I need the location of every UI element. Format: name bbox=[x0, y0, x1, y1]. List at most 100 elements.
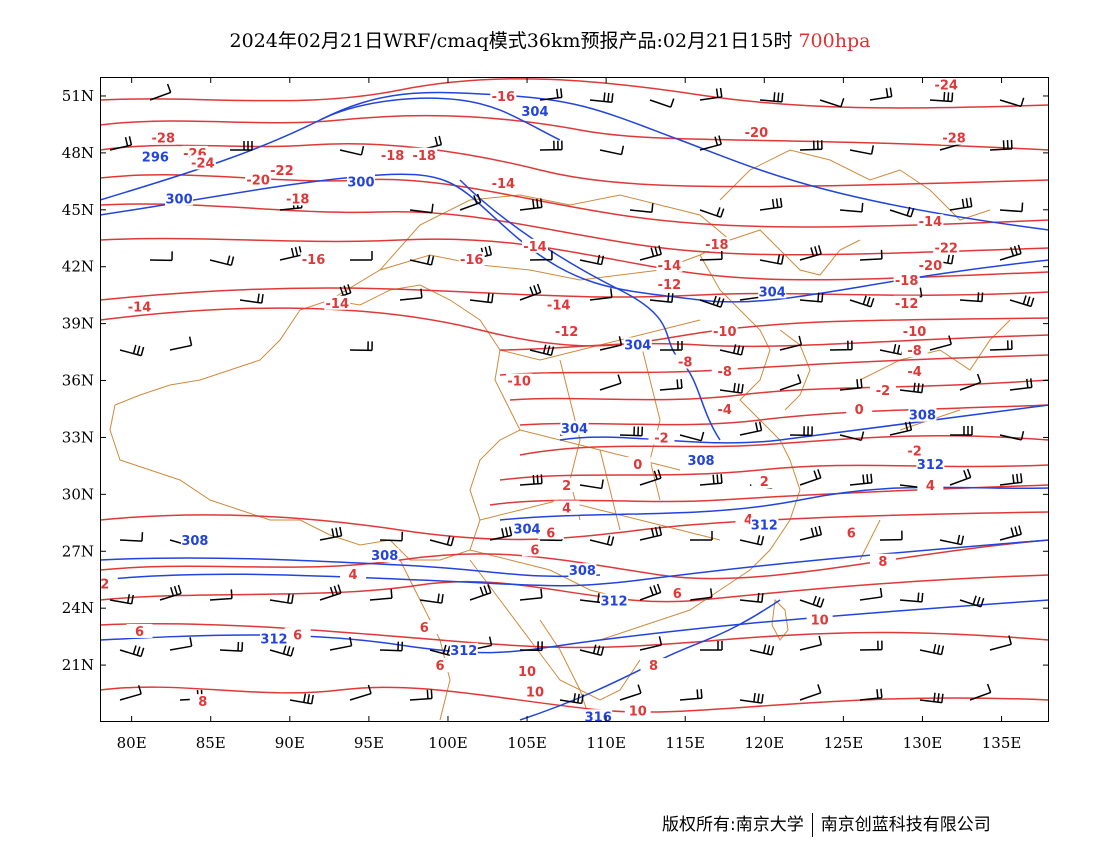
wind-barb bbox=[649, 292, 674, 304]
label-mask bbox=[917, 477, 944, 492]
lon-label: 135E bbox=[982, 734, 1022, 752]
wind-barb bbox=[939, 534, 965, 546]
lat-label: 36N bbox=[62, 372, 94, 390]
wind-barb bbox=[119, 344, 145, 357]
label-mask bbox=[908, 407, 937, 422]
temperature-label: -22 bbox=[934, 242, 958, 257]
wind-barb bbox=[679, 689, 703, 701]
wind-barb bbox=[799, 140, 823, 151]
height-label: 308 bbox=[569, 564, 596, 579]
wind-barb bbox=[619, 684, 642, 701]
wind-barb bbox=[849, 295, 875, 308]
wind-barb bbox=[659, 379, 683, 391]
wind-barb bbox=[1009, 378, 1033, 391]
label-mask bbox=[672, 354, 699, 369]
lon-label: 115E bbox=[665, 734, 705, 752]
wind-barb bbox=[689, 588, 713, 601]
label-mask bbox=[901, 343, 928, 358]
temperature-label: 6 bbox=[546, 526, 555, 541]
label-mask bbox=[259, 631, 288, 646]
temperature-label: -14 bbox=[547, 299, 571, 314]
lat-label: 45N bbox=[62, 201, 94, 219]
temperature-isotherm bbox=[100, 78, 1049, 109]
height-label: 304 bbox=[561, 422, 588, 437]
wind-barb bbox=[469, 584, 492, 601]
height-label: 312 bbox=[260, 633, 287, 648]
temperature-isotherm bbox=[499, 464, 1049, 481]
wind-barb bbox=[109, 136, 133, 151]
wind-barb bbox=[690, 531, 713, 541]
wind-barb bbox=[719, 382, 744, 394]
wind-barb bbox=[589, 535, 615, 547]
temperature-label: -18 bbox=[381, 149, 405, 164]
label-mask bbox=[624, 703, 651, 718]
temperature-label: 6 bbox=[530, 543, 539, 558]
height-label: 312 bbox=[600, 595, 627, 610]
wind-barb bbox=[519, 474, 543, 486]
wind-barb bbox=[929, 91, 954, 103]
wind-barb bbox=[149, 83, 172, 101]
wind-barb bbox=[959, 595, 985, 608]
wind-barb bbox=[929, 335, 952, 351]
label-mask bbox=[806, 612, 833, 627]
wind-barb bbox=[589, 92, 614, 104]
latitude-labels: 51N 48N 45N 42N 39N 36N 33N 30N 27N 24N 21N bbox=[62, 87, 94, 674]
label-mask bbox=[750, 517, 779, 532]
wind-barb bbox=[889, 421, 913, 436]
label-mask bbox=[656, 257, 683, 272]
temperature-label: 2 bbox=[562, 479, 571, 494]
label-mask bbox=[624, 457, 651, 471]
height-contour bbox=[100, 557, 601, 578]
label-mask bbox=[758, 284, 787, 299]
temperature-label: -24 bbox=[191, 156, 215, 171]
label-mask bbox=[711, 401, 738, 416]
temperature-label: 8 bbox=[649, 659, 658, 674]
temperature-label: -28 bbox=[152, 132, 176, 147]
wind-barb bbox=[819, 98, 845, 108]
temperature-label: -22 bbox=[270, 164, 294, 179]
temperature-label: 6 bbox=[673, 587, 682, 602]
wind-barb bbox=[230, 141, 253, 151]
temperature-label: -18 bbox=[412, 149, 436, 164]
wind-barb bbox=[739, 421, 763, 436]
temperature-label: 0 bbox=[855, 403, 864, 418]
wind-barb bbox=[999, 244, 1022, 261]
label-mask bbox=[869, 553, 896, 568]
temperature-label: -16 bbox=[460, 253, 484, 268]
wind-barb bbox=[869, 87, 893, 101]
wind-barb bbox=[519, 641, 543, 652]
label-mask bbox=[324, 295, 351, 310]
lon-label: 95E bbox=[354, 734, 384, 752]
height-label: 304 bbox=[624, 338, 651, 353]
wind-barb bbox=[429, 535, 455, 547]
label-mask bbox=[703, 236, 730, 251]
wind-barb bbox=[799, 525, 823, 541]
wind-barb bbox=[289, 693, 314, 705]
temperature-label: -16 bbox=[492, 90, 516, 105]
label-mask bbox=[346, 174, 375, 189]
wind-barb bbox=[599, 145, 625, 156]
label-mask bbox=[917, 257, 944, 272]
temperature-label: -10 bbox=[713, 325, 737, 340]
temperature-label: -12 bbox=[895, 297, 919, 312]
temperature-label: 10 bbox=[629, 705, 647, 720]
label-mask bbox=[537, 525, 564, 540]
height-label: 304 bbox=[521, 105, 548, 120]
wind-barb bbox=[119, 685, 142, 701]
label-mask bbox=[648, 430, 675, 445]
wind-barb bbox=[699, 135, 722, 151]
temperature-label: 10 bbox=[526, 686, 544, 701]
temperature-label: 4 bbox=[349, 568, 358, 583]
wind-barb bbox=[639, 469, 662, 486]
wind-barb bbox=[999, 525, 1022, 541]
wind-barb bbox=[799, 684, 822, 701]
label-mask bbox=[743, 125, 770, 140]
wind-barb bbox=[529, 344, 555, 357]
label-mask bbox=[268, 162, 295, 177]
wind-barb bbox=[739, 692, 764, 704]
wind-barb bbox=[109, 594, 134, 605]
temperature-label: -20 bbox=[246, 173, 270, 188]
wind-barb bbox=[849, 145, 875, 155]
height-contour bbox=[100, 539, 1049, 587]
lon-label: 105E bbox=[507, 734, 547, 752]
